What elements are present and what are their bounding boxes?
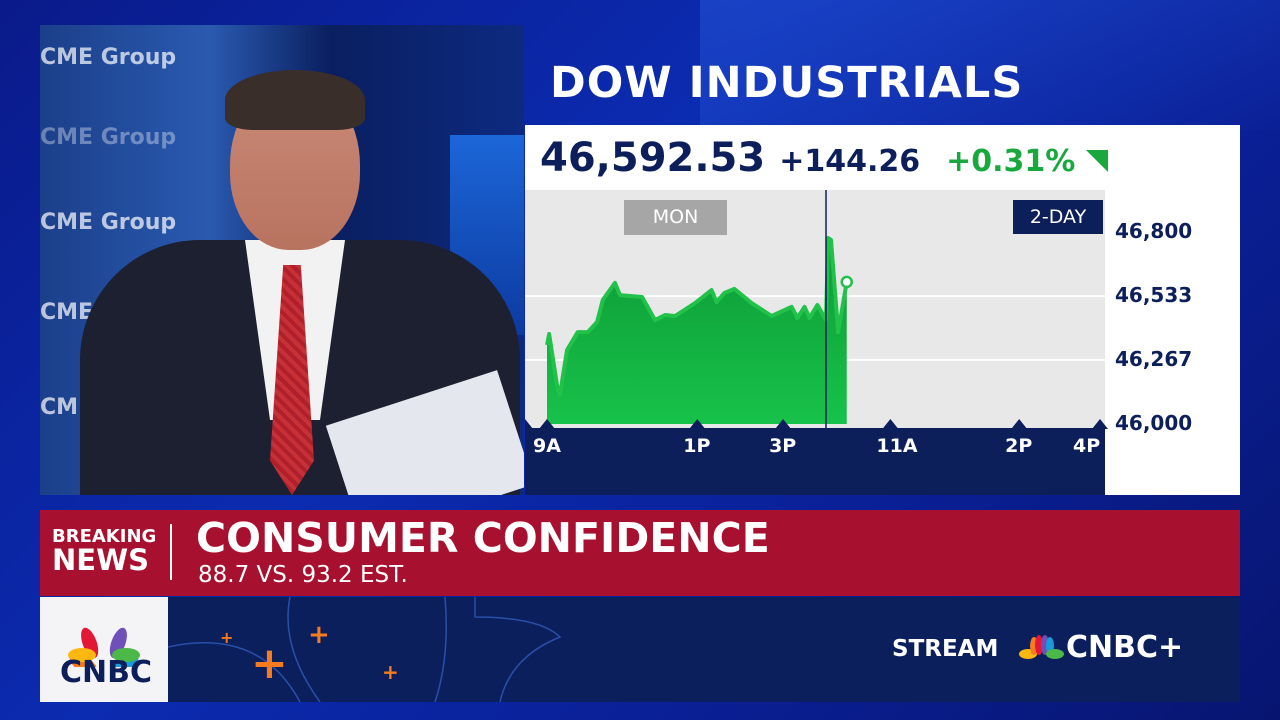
x-tick-label: 1P: [683, 435, 711, 457]
x-tick-label: 2P: [1005, 435, 1033, 457]
x-tick-label: 9A: [533, 435, 561, 457]
plus-icon: +: [308, 620, 330, 650]
x-tick-marker: [525, 419, 533, 429]
x-tick-label: 11A: [876, 435, 918, 457]
stream-label: STREAM: [892, 636, 999, 662]
cnbc-plus-brand: CNBC+: [1066, 630, 1184, 665]
index-price: 46,592.53: [540, 135, 766, 181]
x-axis-band: [525, 428, 1105, 495]
wall-logo: CME Group: [40, 210, 177, 235]
day-label: MON: [624, 200, 727, 235]
series-area: [547, 238, 847, 424]
last-point-marker: [840, 275, 853, 289]
peacock-icon: [68, 627, 140, 667]
up-triangle-icon: [1086, 150, 1108, 172]
x-tick-marker: [882, 419, 899, 429]
cnbc-logo-text: CNBC: [60, 655, 153, 690]
news-label: NEWS: [52, 543, 149, 577]
subheadline: 88.7 VS. 93.2 EST.: [198, 562, 408, 588]
plus-icon: +: [251, 638, 288, 689]
y-tick-label: 46,800: [1115, 219, 1193, 243]
anchor-hair: [225, 70, 365, 130]
range-label: 2-DAY: [1013, 200, 1103, 234]
x-tick-marker: [1011, 419, 1028, 429]
breaking-news-tag: BREAKING NEWS: [52, 528, 156, 575]
x-tick-marker: [689, 419, 706, 429]
wall-logo: CME Group: [40, 45, 177, 70]
footer-lines: [167, 597, 562, 702]
x-tick-marker: [539, 419, 555, 429]
x-tick-label: 3P: [769, 435, 797, 457]
y-tick-label: 46,000: [1115, 411, 1193, 435]
breaking-news-bar: [40, 510, 1240, 596]
series-line: [545, 236, 849, 397]
index-percent: +0.31%: [946, 144, 1076, 179]
headline: CONSUMER CONFIDENCE: [196, 514, 770, 562]
divider: [170, 524, 172, 580]
y-tick-label: 46,267: [1115, 346, 1193, 371]
peacock-icon: [1019, 635, 1064, 659]
wall-logo: CME Group: [40, 125, 177, 150]
cnbc-logo: [40, 597, 168, 702]
x-tick-marker: [775, 419, 792, 429]
x-tick-label: 4P: [1073, 435, 1101, 457]
breaking-label: BREAKING: [52, 526, 157, 547]
quote-row: 46,592.53 +144.26 +0.31%: [540, 135, 1075, 181]
y-tick-label: 46,533: [1115, 283, 1193, 308]
background-pattern: [700, 0, 1280, 130]
anchor-video: CME Group CME Group CME Group CME Gr CME: [40, 25, 524, 495]
plus-icon: +: [382, 660, 399, 684]
index-change: +144.26: [779, 144, 921, 179]
graphic-title: DOW INDUSTRIALS: [550, 58, 1024, 108]
x-tick-marker: [1092, 419, 1108, 429]
plus-icon: +: [220, 628, 234, 647]
